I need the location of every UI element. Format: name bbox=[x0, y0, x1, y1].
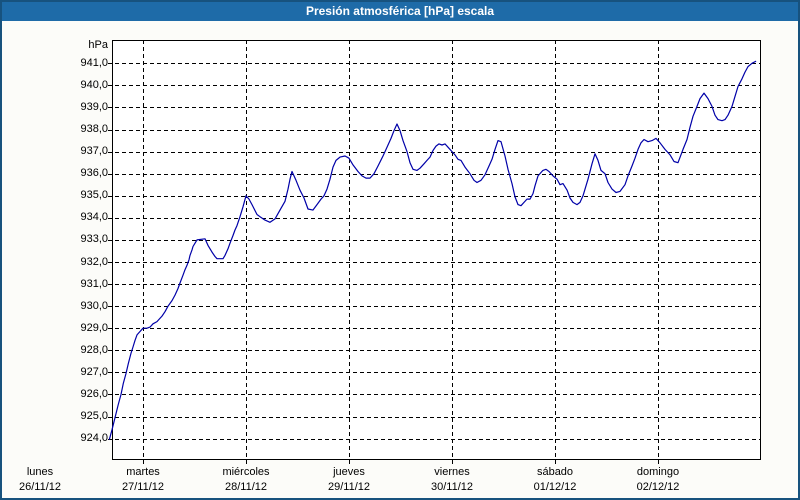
y-tick-label: 936,0 bbox=[80, 167, 108, 180]
y-tick-label: 934,0 bbox=[80, 211, 108, 224]
x-date-label: 02/12/12 bbox=[636, 481, 680, 493]
x-day-label: domingo bbox=[636, 466, 680, 478]
y-axis-unit-label: hPa bbox=[88, 39, 108, 51]
x-date-label: 29/11/12 bbox=[327, 481, 370, 493]
y-tick-label: 938,0 bbox=[80, 123, 108, 136]
pressure-series-line bbox=[108, 60, 757, 440]
y-tick-label: 924,0 bbox=[80, 432, 108, 445]
x-day-label: martes bbox=[126, 466, 160, 478]
title-bar: Presión atmosférica [hPa] escala bbox=[2, 2, 798, 21]
y-tick-label: 931,0 bbox=[80, 277, 108, 290]
x-date-label: 01/12/12 bbox=[533, 481, 577, 493]
y-tick-label: 927,0 bbox=[80, 365, 108, 378]
x-day-label: jueves bbox=[333, 466, 365, 478]
y-tick-label: 925,0 bbox=[80, 410, 108, 423]
y-tick-label: 935,0 bbox=[80, 189, 108, 202]
y-tick-label: 928,0 bbox=[80, 343, 108, 356]
plot-background bbox=[112, 40, 760, 459]
x-date-label: 26/11/12 bbox=[18, 481, 61, 493]
x-day-label: lunes bbox=[26, 466, 54, 478]
plot-border bbox=[112, 40, 761, 460]
chart-title: Presión atmosférica [hPa] escala bbox=[305, 4, 495, 18]
x-date-label: 28/11/12 bbox=[224, 481, 267, 493]
y-tick-label: 941,0 bbox=[80, 56, 108, 69]
y-tick-label: 932,0 bbox=[80, 255, 108, 268]
y-tick-label: 939,0 bbox=[80, 100, 108, 113]
y-tick-label: 929,0 bbox=[80, 321, 108, 334]
x-date-label: 27/11/12 bbox=[121, 481, 164, 493]
y-tick-label: 930,0 bbox=[80, 299, 108, 312]
y-tick-label: 933,0 bbox=[80, 233, 108, 246]
x-day-label: viernes bbox=[434, 466, 470, 478]
x-date-label: 30/11/12 bbox=[430, 481, 473, 493]
y-tick-label: 926,0 bbox=[80, 387, 108, 400]
x-day-label: miércoles bbox=[222, 466, 270, 478]
y-tick-label: 940,0 bbox=[80, 78, 108, 91]
y-tick-label: 937,0 bbox=[80, 145, 108, 158]
x-day-label: sábado bbox=[536, 466, 574, 478]
